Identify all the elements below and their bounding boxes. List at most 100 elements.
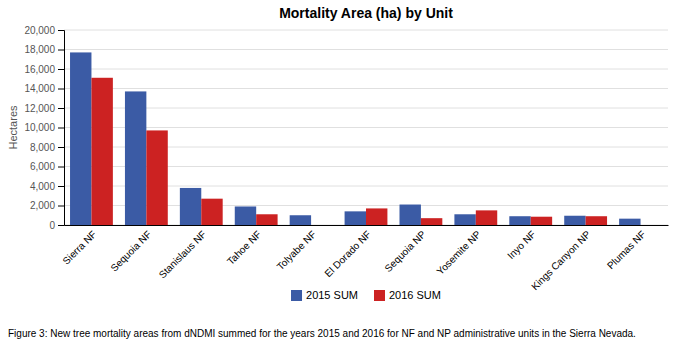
legend-swatch xyxy=(374,290,385,301)
y-tick: 12,000 xyxy=(24,103,64,114)
y-tick: 4,000 xyxy=(30,181,64,192)
y-tick-label: 10,000 xyxy=(24,122,55,133)
x-tick-label: Stanislaus NF xyxy=(157,229,209,281)
caption: Figure 3: New tree mortality areas from … xyxy=(8,328,636,339)
x-tick: Kings Canyon NP xyxy=(529,228,593,292)
legend-label: 2016 SUM xyxy=(389,289,441,301)
bar xyxy=(399,205,420,225)
x-tick: Tahoe NF xyxy=(225,229,263,267)
bar xyxy=(125,91,146,225)
x-tick: El Dorado NF xyxy=(322,229,373,280)
y-tick: 10,000 xyxy=(24,122,64,133)
grid-line xyxy=(64,69,668,70)
bar xyxy=(564,216,585,225)
bar xyxy=(70,52,91,225)
title: Mortality Area (ha) by Unit xyxy=(279,5,453,21)
bar xyxy=(201,199,222,225)
x-tick: Yosemite NP xyxy=(434,228,483,277)
legend-item: 2015 SUM xyxy=(291,289,358,301)
grid-line xyxy=(64,49,668,50)
grid-line xyxy=(64,108,668,109)
bar xyxy=(531,217,552,225)
legend: 2015 SUM 2016 SUM xyxy=(291,289,441,301)
x-tick-label: Sequoia NF xyxy=(108,229,153,274)
y-tick: 18,000 xyxy=(24,44,64,55)
y-tick-mark xyxy=(58,206,64,207)
y-tick-mark xyxy=(58,69,64,70)
y-tick-mark xyxy=(58,108,64,109)
x-tick: Sequoia NF xyxy=(108,229,153,274)
y-axis-label: Hectares xyxy=(7,105,19,150)
y-axis-line xyxy=(58,31,65,226)
y-tick-label: 4,000 xyxy=(30,181,55,192)
legend-label: 2015 SUM xyxy=(306,289,358,301)
y-tick-mark xyxy=(58,30,64,31)
x-tick: Sierra NF xyxy=(60,229,98,267)
y-axis: 0 2,000 4,000 6,000 8,000 10,000 12,000 14,000 1… xyxy=(24,25,64,231)
x-tick: Inyo NF xyxy=(505,229,538,262)
bar xyxy=(180,188,201,225)
y-tick: 0 xyxy=(49,220,64,231)
grid xyxy=(64,30,668,225)
y-tick-label: 14,000 xyxy=(24,83,55,94)
grid-line xyxy=(64,88,668,89)
y-tick-label: 8,000 xyxy=(30,142,55,153)
bar xyxy=(146,130,167,225)
x-axis: Sierra NF Sequoia NFStanislaus NF Tahoe NF… xyxy=(60,226,668,293)
y-tick-label: 20,000 xyxy=(24,25,55,36)
bar xyxy=(509,216,530,225)
x-tick-label: Kings Canyon NP xyxy=(529,228,593,292)
x-tick-label: Sierra NF xyxy=(60,229,98,267)
caption-line: Figure 3: New tree mortality areas from … xyxy=(8,328,636,339)
bar xyxy=(235,206,256,225)
bar-series xyxy=(91,78,607,225)
bar xyxy=(586,216,607,225)
y-tick: 16,000 xyxy=(24,64,64,75)
y-tick: 2,000 xyxy=(30,200,64,211)
x-axis-line xyxy=(65,225,669,226)
y-tick-mark xyxy=(58,186,64,187)
x-tick: Stanislaus NF xyxy=(157,229,209,281)
bar-series xyxy=(70,52,641,225)
y-tick-label: 2,000 xyxy=(30,200,55,211)
y-tick-mark xyxy=(58,147,64,148)
y-tick-mark xyxy=(58,89,64,90)
x-tick-label: Plumas NF xyxy=(605,229,648,272)
y-tick: 6,000 xyxy=(30,161,64,172)
bar xyxy=(256,214,277,225)
bar xyxy=(290,215,311,225)
y-tick-label: 0 xyxy=(49,220,55,231)
x-tick-label: Tolyabe NF xyxy=(275,229,319,273)
x-tick-label: El Dorado NF xyxy=(322,229,373,280)
y-tick-mark xyxy=(58,167,64,168)
x-tick: Tolyabe NF xyxy=(275,229,319,273)
x-tick-label: Tahoe NF xyxy=(225,229,263,267)
x-tick-label: Inyo NF xyxy=(505,229,538,262)
y-tick-label: 6,000 xyxy=(30,161,55,172)
bar xyxy=(641,225,662,226)
bar xyxy=(421,218,442,225)
bar xyxy=(345,211,366,225)
legend-swatch xyxy=(291,290,302,301)
bar xyxy=(91,78,112,225)
y-tick-mark xyxy=(58,128,64,129)
plot-area: 0 2,000 4,000 6,000 8,000 10,000 12,000 14,000 1… xyxy=(24,25,668,292)
y-tick-mark xyxy=(58,50,64,51)
x-tick: Plumas NF xyxy=(605,229,648,272)
x-tick: Sequoia NP xyxy=(382,228,428,274)
y-tick: 20,000 xyxy=(24,25,64,36)
y-tick-label: 18,000 xyxy=(24,44,55,55)
legend-item: 2016 SUM xyxy=(374,289,441,301)
y-tick-mark xyxy=(58,225,64,226)
bar xyxy=(366,208,387,225)
chart: 0 2,000 4,000 6,000 8,000 10,000 12,000 14,000 1… xyxy=(0,0,682,345)
grid-line xyxy=(64,127,668,128)
bar xyxy=(476,210,497,225)
y-tick-label: 16,000 xyxy=(24,64,55,75)
grid-line xyxy=(64,30,668,31)
bars xyxy=(70,52,641,225)
x-tick-label: Yosemite NP xyxy=(434,228,483,277)
bar xyxy=(311,225,332,226)
y-tick: 8,000 xyxy=(30,142,64,153)
y-tick-label: 12,000 xyxy=(24,103,55,114)
